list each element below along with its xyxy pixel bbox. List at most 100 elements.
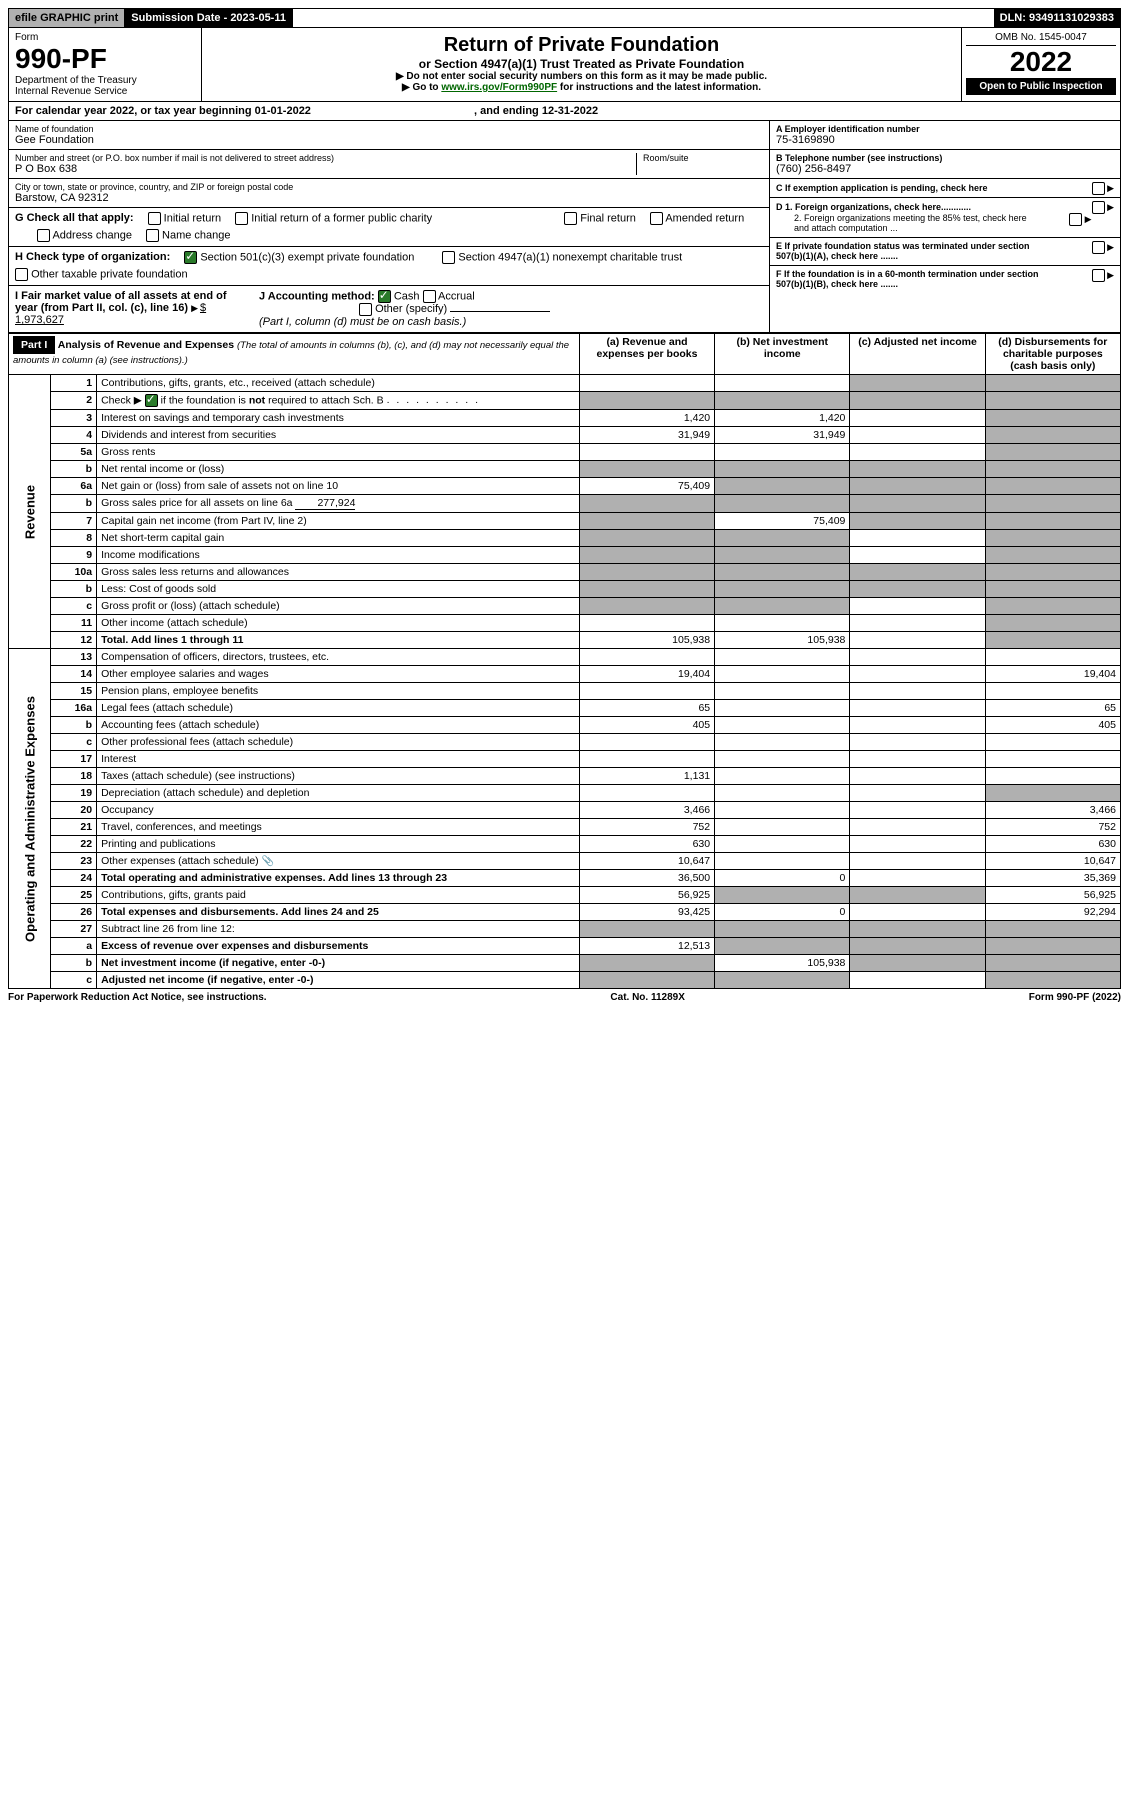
row-number: 7 [51,513,97,530]
attachment-icon[interactable]: 📎 [262,856,274,867]
check-initial-former[interactable] [235,212,248,225]
check-f[interactable] [1092,269,1105,282]
table-cell: 105,938 [715,955,850,972]
check-address-change[interactable] [37,229,50,242]
c-cell: C If exemption application is pending, c… [770,179,1120,198]
check-501c3[interactable] [184,251,197,264]
table-row: bAccounting fees (attach schedule)405405 [9,717,1121,734]
table-cell: 10,647 [985,853,1120,870]
row-number: 4 [51,427,97,444]
section-ij: I Fair market value of all assets at end… [9,286,769,332]
instr-2-pre: ▶ Go to [402,82,441,93]
row-number: b [51,717,97,734]
table-row: 21Travel, conferences, and meetings75275… [9,819,1121,836]
address-cell: Number and street (or P.O. box number if… [9,150,769,179]
table-cell: 1,420 [579,410,714,427]
row-description: Printing and publications [97,836,580,853]
table-cell [579,785,714,802]
instr-2: ▶ Go to www.irs.gov/Form990PF for instru… [208,82,955,93]
table-cell: 36,500 [579,870,714,887]
check-other-method[interactable] [359,303,372,316]
row-number: 12 [51,632,97,649]
check-accrual[interactable] [423,290,436,303]
table-cell [850,427,985,444]
table-cell [985,768,1120,785]
table-cell [715,547,850,564]
table-cell [715,938,850,955]
table-cell [850,461,985,478]
form-title: Return of Private Foundation [208,34,955,57]
g-opt-4: Address change [52,229,132,241]
entity-block: Name of foundation Gee Foundation Number… [8,121,1121,333]
check-amended[interactable] [650,212,663,225]
section-g: G Check all that apply: Initial return I… [9,208,769,247]
check-other-taxable[interactable] [15,268,28,281]
table-cell [579,392,714,410]
check-e[interactable] [1092,241,1105,254]
check-initial-return[interactable] [148,212,161,225]
row-description: Legal fees (attach schedule) [97,700,580,717]
phone-cell: B Telephone number (see instructions) (7… [770,150,1120,179]
part1-header-row: Part I Analysis of Revenue and Expenses … [9,334,1121,375]
row-number: 15 [51,683,97,700]
table-row: 19Depreciation (attach schedule) and dep… [9,785,1121,802]
table-cell: 752 [579,819,714,836]
table-cell [715,666,850,683]
col-c-header: (c) Adjusted net income [850,334,985,375]
row-description: Dividends and interest from securities [97,427,580,444]
check-c[interactable] [1092,182,1105,195]
table-cell [715,853,850,870]
row-description: Net rental income or (loss) [97,461,580,478]
table-cell [985,972,1120,989]
row-number: b [51,581,97,598]
row-number: 2 [51,392,97,410]
check-4947[interactable] [442,251,455,264]
table-cell [850,887,985,904]
check-cash[interactable] [378,290,391,303]
calendar-year-row: For calendar year 2022, or tax year begi… [8,102,1121,121]
table-cell [715,375,850,392]
table-cell [579,921,714,938]
table-cell [985,938,1120,955]
row-number: b [51,495,97,513]
table-cell [985,632,1120,649]
efile-label[interactable]: efile GRAPHIC print [9,9,125,27]
table-cell [715,649,850,666]
table-cell: 56,925 [985,887,1120,904]
e-label: E If private foundation status was termi… [776,241,1056,261]
table-cell: 65 [579,700,714,717]
instr-2-post: for instructions and the latest informat… [557,82,761,93]
table-row: 9Income modifications [9,547,1121,564]
row-number: 13 [51,649,97,666]
table-cell: 10,647 [579,853,714,870]
table-row: 20Occupancy3,4663,466 [9,802,1121,819]
table-cell [850,904,985,921]
row-number: 21 [51,819,97,836]
row-number: c [51,598,97,615]
table-cell [850,495,985,513]
check-d1[interactable] [1092,201,1105,214]
table-cell: 105,938 [715,632,850,649]
table-cell [715,700,850,717]
table-cell: 93,425 [579,904,714,921]
city-label: City or town, state or province, country… [15,182,763,192]
row-number: c [51,734,97,751]
col-d-header: (d) Disbursements for charitable purpose… [985,334,1120,375]
table-cell: 0 [715,904,850,921]
check-final-return[interactable] [564,212,577,225]
j-cash: Cash [394,290,420,302]
check-name-change[interactable] [146,229,159,242]
table-cell [985,530,1120,547]
check-schb[interactable] [145,394,158,407]
table-cell [850,853,985,870]
table-cell [579,972,714,989]
table-cell [850,700,985,717]
footer-right: Form 990-PF (2022) [1029,992,1121,1003]
check-d2[interactable] [1069,213,1082,226]
irs-label: Internal Revenue Service [15,86,195,97]
table-cell [850,751,985,768]
instr-link[interactable]: www.irs.gov/Form990PF [441,82,557,93]
f-label: F If the foundation is in a 60-month ter… [776,269,1056,289]
instr-1: ▶ Do not enter social security numbers o… [208,71,955,82]
calyear-end: 12-31-2022 [542,105,598,117]
